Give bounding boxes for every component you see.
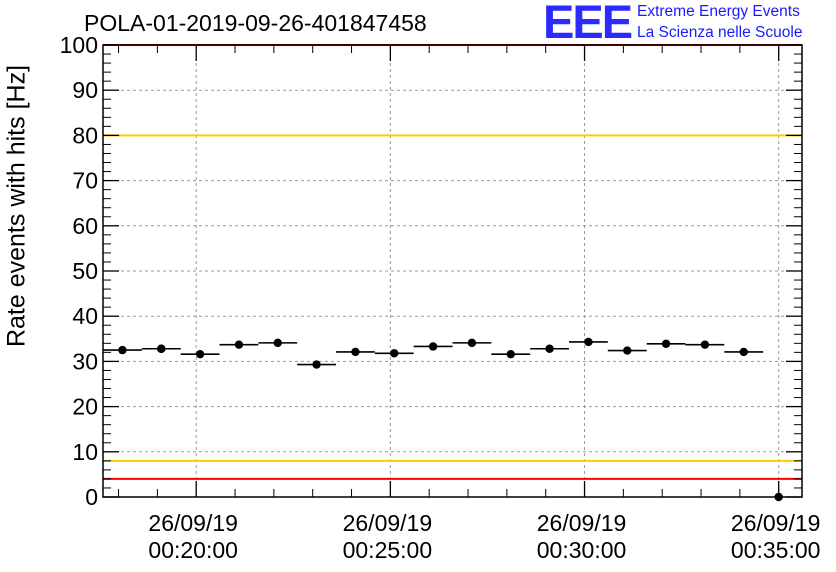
data-point <box>545 344 554 353</box>
y-tick-label: 90 <box>72 77 98 103</box>
data-point <box>273 338 282 348</box>
y-tick-label: 70 <box>72 168 98 194</box>
y-tick-label: 20 <box>72 394 98 420</box>
x-tick-label-time: 00:20:00 <box>148 537 238 563</box>
x-tick-label-date: 26/09/19 <box>343 510 433 536</box>
grid-lines <box>103 45 802 497</box>
y-tick-label: 100 <box>60 32 98 58</box>
data-point <box>118 345 127 355</box>
data-series <box>103 337 783 502</box>
y-tick-label: 60 <box>72 213 98 239</box>
x-tick-label-date: 26/09/19 <box>148 510 238 536</box>
logo-mark: EEE <box>543 0 633 48</box>
data-point <box>234 340 244 349</box>
y-tick-label: 0 <box>85 484 98 510</box>
data-point <box>584 337 593 347</box>
plot-frame <box>102 44 803 498</box>
y-tick-label: 50 <box>72 258 98 284</box>
y-tick-label: 40 <box>72 303 98 329</box>
y-tick-label: 10 <box>72 439 98 465</box>
x-tick-label-date: 26/09/19 <box>731 510 821 536</box>
y-axis-label: Rate events with hits [Hz] <box>2 64 31 348</box>
data-point <box>506 349 515 359</box>
data-point <box>467 338 477 348</box>
logo-line-2: La Scienza nelle Scuole <box>637 24 803 41</box>
data-point <box>312 360 321 369</box>
data-point <box>390 349 399 358</box>
tick-labels: 010203040506070809010026/09/1900:20:0026… <box>60 32 821 563</box>
data-point <box>739 347 748 357</box>
x-tick-label-date: 26/09/19 <box>537 510 627 536</box>
data-point <box>623 346 632 355</box>
chart-title: POLA-01-2019-09-26-401847458 <box>84 10 427 36</box>
x-tick-label-time: 00:25:00 <box>343 537 433 563</box>
data-point <box>157 344 166 353</box>
data-point <box>195 349 205 359</box>
y-tick-label: 30 <box>72 348 98 374</box>
data-point <box>428 342 438 351</box>
y-tick-label: 80 <box>72 122 98 148</box>
reference-lines <box>103 44 802 480</box>
logo-line-1: Extreme Energy Events <box>637 3 800 20</box>
x-tick-label-time: 00:30:00 <box>537 537 627 563</box>
data-point <box>351 347 360 357</box>
data-point <box>661 339 671 348</box>
x-tick-label-time: 00:35:00 <box>731 537 821 563</box>
data-point <box>700 340 710 349</box>
